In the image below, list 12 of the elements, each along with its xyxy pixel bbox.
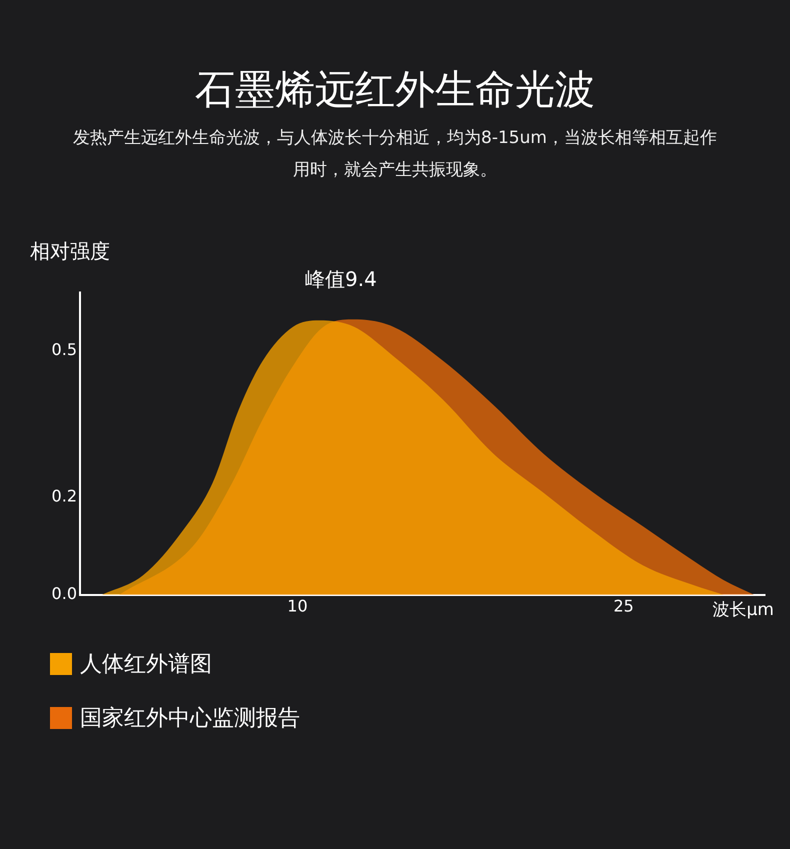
y-axis-title: 相对强度	[30, 238, 110, 265]
legend-label: 国家红外中心监测报告	[80, 705, 300, 733]
x-axis-title: 波长μm	[712, 599, 774, 621]
y-tick-label: 0.0	[52, 584, 77, 603]
x-tick-label: 10	[287, 596, 308, 616]
x-tick-label: 25	[613, 596, 634, 616]
chart-title: 石墨烯远红外生命光波	[194, 66, 596, 115]
y-tick-label: 0.5	[52, 340, 77, 360]
y-tick-label: 0.2	[52, 486, 77, 506]
legend-label: 人体红外谱图	[80, 651, 212, 679]
text: 峰值9.4	[305, 266, 377, 293]
chart-subtitle: 发热产生远红外生命光波，与人体波长十分相近，均为8-15um，当波长相等相互起作用时，就会产生共振现象。	[72, 127, 718, 182]
